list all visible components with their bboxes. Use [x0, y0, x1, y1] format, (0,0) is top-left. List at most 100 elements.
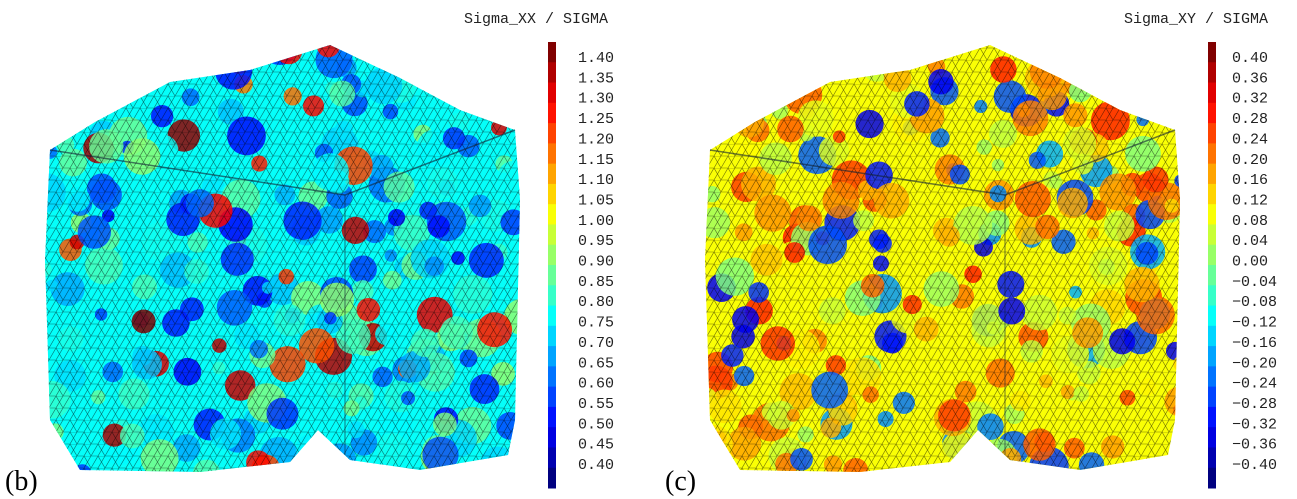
mesh-blob	[309, 437, 323, 450]
mesh-blob	[455, 84, 477, 106]
colorbar-band	[548, 285, 556, 307]
colorbar-tick-label: 0.00	[1232, 254, 1268, 271]
mesh-blob	[1175, 124, 1180, 140]
mesh-blob	[722, 45, 762, 69]
colorbar-band	[1208, 163, 1216, 185]
colorbar-band	[1208, 102, 1216, 124]
mesh-blob	[52, 79, 74, 100]
colorbar-tick-label: 0.70	[578, 335, 614, 352]
colorbar-band	[548, 265, 556, 286]
colorbar-band	[548, 163, 556, 185]
colorbar-tick-label: −0.08	[1232, 294, 1277, 311]
colorbar-band	[548, 305, 556, 327]
colorbar-band	[548, 204, 556, 225]
colorbar-band	[1208, 406, 1216, 428]
colorbar-band	[1208, 285, 1216, 307]
colorbar-tick-label: 1.05	[578, 192, 614, 209]
colorbar-tick-label: 0.85	[578, 274, 614, 291]
colorbar-tick-label: 1.15	[578, 152, 614, 169]
colorbar-band	[548, 386, 556, 408]
colorbar-band	[1208, 366, 1216, 388]
colorbar-band	[548, 42, 556, 63]
mesh-blobs	[45, 45, 520, 472]
mesh-blob	[493, 53, 510, 70]
mesh-blob	[311, 459, 326, 472]
mesh-blob	[76, 84, 91, 99]
colorbar-band	[548, 143, 556, 165]
colorbar-tick-label: −0.32	[1232, 416, 1277, 433]
mesh-grid	[45, 45, 520, 472]
colorbar-tick-label: 1.00	[578, 213, 614, 230]
colorbar-tick-label: 0.12	[1232, 192, 1268, 209]
colorbar-tick-label: 0.75	[578, 315, 614, 332]
mesh-blob	[830, 49, 855, 74]
mesh-blob	[45, 79, 65, 109]
panel-label: (c)	[665, 466, 696, 497]
colorbar-title: Sigma_XX / SIGMA	[464, 11, 608, 28]
colorbar-tick-label: 0.50	[578, 416, 614, 433]
mesh-blob	[1143, 73, 1177, 106]
colorbar-tick-label: 0.55	[578, 396, 614, 413]
colorbar-tick-label: 0.08	[1232, 213, 1268, 230]
mesh-blob	[78, 45, 107, 73]
colorbar-band	[548, 447, 556, 469]
panel-label: (b)	[5, 466, 38, 497]
mesh-blob	[1156, 47, 1180, 73]
colorbar-tick-label: 0.45	[578, 437, 614, 454]
mesh-blob	[45, 73, 80, 112]
mesh-blob	[723, 79, 761, 117]
colorbar-band	[548, 427, 556, 448]
mesh-grid	[705, 45, 1180, 472]
mesh-blob	[1108, 64, 1124, 80]
colorbar-band	[1208, 305, 1216, 327]
colorbar-tick-label: 0.40	[1232, 50, 1268, 67]
mesh-blob	[448, 45, 463, 58]
mesh-blob	[455, 45, 493, 80]
mesh-blob	[62, 68, 82, 88]
mesh-blob	[967, 438, 996, 467]
mesh-blob	[131, 58, 162, 89]
colorbar-band	[1208, 325, 1216, 347]
mesh-blob	[470, 45, 510, 70]
mesh-blob	[175, 45, 209, 74]
mesh-blob	[260, 45, 277, 54]
mesh-blob	[133, 45, 152, 58]
mesh-blob	[129, 45, 148, 58]
colorbar-band	[1208, 82, 1216, 104]
mesh-blob	[1124, 86, 1151, 113]
colorbar-tick-label: −0.24	[1232, 376, 1277, 393]
panel: Sigma_XY / SIGMA 0.40 0.36 0.32 0.28 0.24 0.20…	[665, 11, 1277, 497]
colorbar-tick-label: 0.90	[578, 254, 614, 271]
mesh-blob	[45, 84, 69, 122]
colorbar-band	[548, 406, 556, 428]
colorbar-band	[1208, 467, 1216, 489]
colorbar-band	[548, 102, 556, 124]
colorbar-band	[1208, 42, 1216, 63]
colorbar-tick-label: 0.65	[578, 355, 614, 372]
mesh-blob	[425, 45, 464, 73]
colorbar-band	[548, 224, 556, 246]
colorbar-band	[548, 183, 556, 205]
mesh-blob	[725, 45, 750, 68]
colorbar-band	[1208, 183, 1216, 205]
colorbar-title: Sigma_XY / SIGMA	[1124, 11, 1268, 28]
colorbar-tick-label: 0.28	[1232, 111, 1268, 128]
colorbar-tick-label: 1.25	[578, 111, 614, 128]
mesh-blob	[45, 47, 64, 79]
colorbar-tick-label: −0.36	[1232, 437, 1277, 454]
colorbar-tick-label: 0.16	[1232, 172, 1268, 189]
colorbar-band	[1208, 204, 1216, 225]
mesh-blob	[1068, 45, 1086, 56]
mesh-blob	[47, 98, 74, 125]
colorbar-tick-label: 0.36	[1232, 70, 1268, 87]
colorbar-band	[1208, 447, 1216, 469]
colorbar-tick-label: 1.20	[578, 131, 614, 148]
mesh-blob	[739, 45, 776, 79]
colorbar-band	[548, 325, 556, 347]
colorbar-tick-label: 0.20	[1232, 152, 1268, 169]
colorbar-tick-label: 1.10	[578, 172, 614, 189]
mesh-blob	[851, 45, 870, 62]
colorbar-band	[1208, 143, 1216, 165]
colorbar-band	[1208, 62, 1216, 84]
